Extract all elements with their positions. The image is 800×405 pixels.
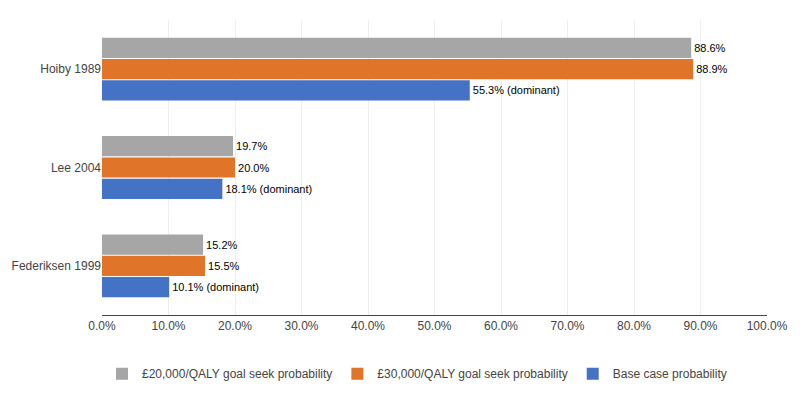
svg-text:19.7%: 19.7%	[236, 140, 267, 152]
svg-text:18.1% (dominant): 18.1% (dominant)	[225, 183, 312, 195]
svg-text:70.0%: 70.0%	[550, 319, 584, 333]
svg-text:Lee 2004: Lee 2004	[51, 161, 101, 175]
svg-text:Base case probability: Base case probability	[613, 367, 727, 381]
svg-text:Hoiby 1989: Hoiby 1989	[40, 62, 101, 76]
svg-text:20.0%: 20.0%	[218, 319, 252, 333]
svg-text:£20,000/QALY goal seek probabi: £20,000/QALY goal seek probability	[142, 367, 332, 381]
svg-text:80.0%: 80.0%	[617, 319, 651, 333]
svg-text:20.0%: 20.0%	[238, 162, 269, 174]
svg-text:30.0%: 30.0%	[284, 319, 318, 333]
svg-text:100.0%: 100.0%	[747, 319, 788, 333]
svg-text:50.0%: 50.0%	[417, 319, 451, 333]
svg-text:90.0%: 90.0%	[683, 319, 717, 333]
svg-text:88.6%: 88.6%	[694, 42, 725, 54]
svg-text:60.0%: 60.0%	[484, 319, 518, 333]
svg-text:40.0%: 40.0%	[351, 319, 385, 333]
svg-text:15.5%: 15.5%	[208, 260, 239, 272]
svg-text:15.2%: 15.2%	[206, 239, 237, 251]
svg-text:£30,000/QALY goal seek probabi: £30,000/QALY goal seek probability	[377, 367, 567, 381]
svg-text:10.1% (dominant): 10.1% (dominant)	[172, 281, 259, 293]
svg-text:55.3% (dominant): 55.3% (dominant)	[473, 84, 560, 96]
svg-text:88.9%: 88.9%	[696, 63, 727, 75]
svg-text:10.0%: 10.0%	[151, 319, 185, 333]
svg-text:0.0%: 0.0%	[88, 319, 116, 333]
svg-text:Federiksen 1999: Federiksen 1999	[12, 259, 102, 273]
